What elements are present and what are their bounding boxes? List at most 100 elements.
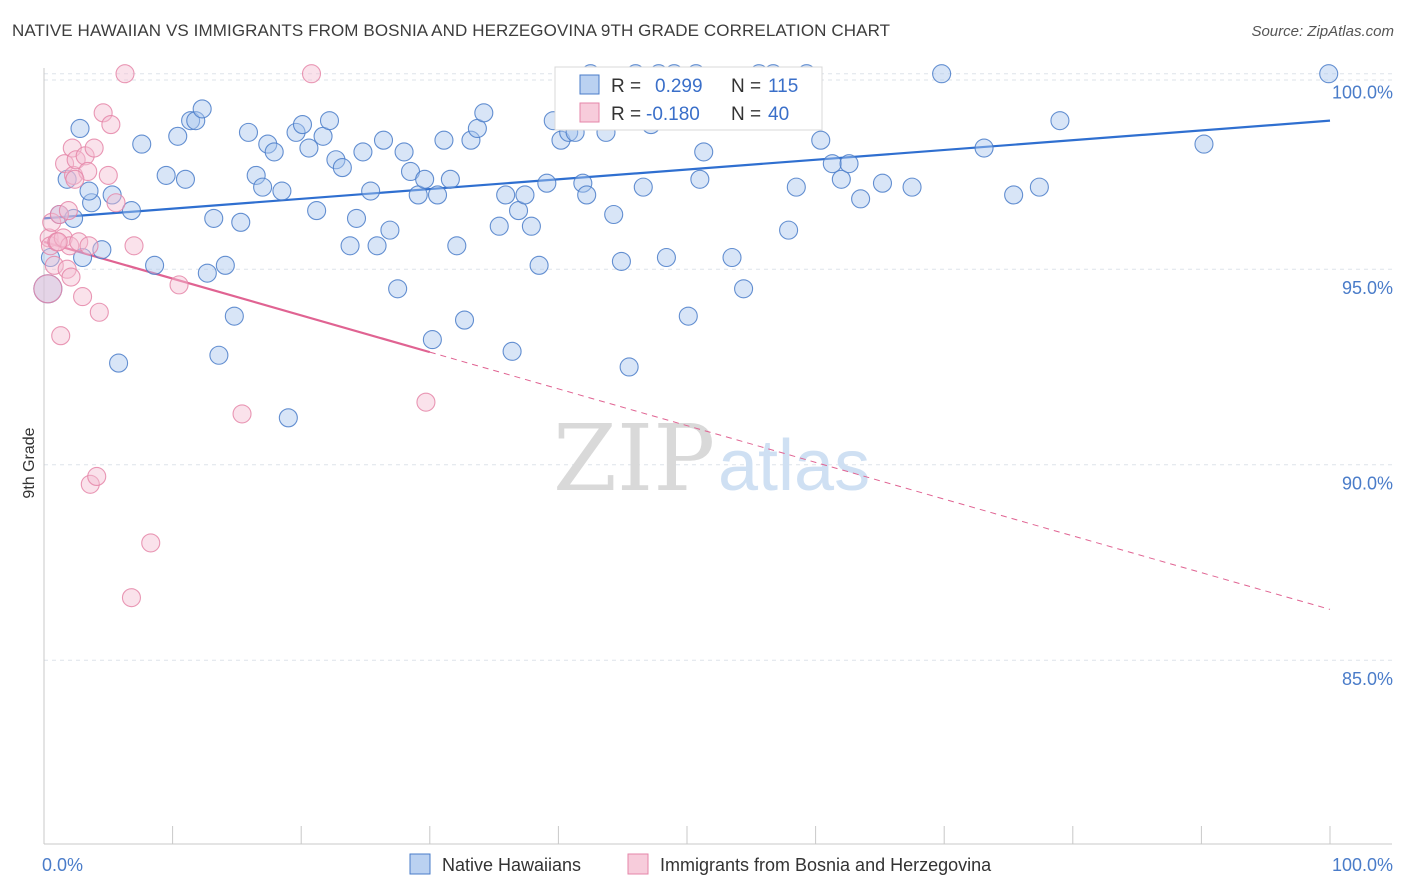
point-native-hawaiians xyxy=(611,251,631,271)
point-immigrants-bosnia xyxy=(42,212,62,232)
point-native-hawaiians xyxy=(73,247,93,268)
legend-swatch-native-hawaiians xyxy=(409,853,431,875)
point-native-hawaiians xyxy=(454,310,475,330)
point-native-hawaiians xyxy=(722,247,742,268)
stats-blue-r-value: 0.299 xyxy=(655,76,703,97)
point-native-hawaiians xyxy=(132,134,152,154)
point-native-hawaiians xyxy=(1194,134,1214,154)
chart-title: NATIVE HAWAIIAN VS IMMIGRANTS FROM BOSNI… xyxy=(12,21,891,40)
point-native-hawaiians xyxy=(79,181,99,201)
point-native-hawaiians xyxy=(694,142,714,162)
point-native-hawaiians xyxy=(353,142,373,162)
point-native-hawaiians xyxy=(307,201,327,221)
chart-source: Source: ZipAtlas.com xyxy=(1251,23,1394,40)
point-native-hawaiians xyxy=(474,103,494,123)
point-immigrants-bosnia xyxy=(121,588,141,608)
watermark-atlas: atlas xyxy=(718,426,870,506)
x-tick-label: 100.0% xyxy=(1332,855,1393,875)
stats-pink-n-value: 40 xyxy=(768,104,789,125)
point-native-hawaiians xyxy=(215,255,235,275)
point-native-hawaiians xyxy=(82,193,102,213)
point-native-hawaiians xyxy=(831,169,851,189)
y-tick-label: 95.0% xyxy=(1342,278,1393,298)
grid-lines xyxy=(44,73,1392,661)
point-immigrants-bosnia xyxy=(87,466,107,487)
point-immigrants-bosnia xyxy=(416,392,436,412)
point-native-hawaiians xyxy=(373,130,394,150)
point-native-hawaiians xyxy=(272,181,292,201)
point-native-hawaiians xyxy=(851,189,871,209)
point-immigrants-bosnia xyxy=(106,193,126,213)
trend-line-immigrants-bosnia xyxy=(43,240,431,354)
point-immigrants-bosnia xyxy=(33,274,63,304)
point-native-hawaiians xyxy=(231,212,251,232)
point-immigrants-bosnia xyxy=(61,267,81,287)
stats-blue-n-label: N = xyxy=(731,76,761,97)
trend-line-immigrants-bosnia-dashed xyxy=(429,351,1331,610)
point-native-hawaiians xyxy=(264,142,284,162)
point-native-hawaiians xyxy=(246,165,266,185)
point-native-hawaiians xyxy=(502,341,522,361)
stats-pink-n-label: N = xyxy=(731,104,761,125)
point-native-hawaiians xyxy=(1004,185,1024,205)
point-native-hawaiians xyxy=(156,165,176,185)
legend-label-immigrants-bosnia: Immigrants from Bosnia and Herzegovina xyxy=(660,855,992,875)
axes xyxy=(43,68,1392,845)
point-native-hawaiians xyxy=(872,173,893,193)
point-native-hawaiians xyxy=(822,154,842,174)
point-native-hawaiians xyxy=(537,173,557,193)
point-native-hawaiians xyxy=(332,158,352,178)
point-immigrants-bosnia xyxy=(115,64,135,84)
point-native-hawaiians xyxy=(1319,64,1339,84)
point-native-hawaiians xyxy=(380,220,400,240)
point-native-hawaiians xyxy=(92,240,112,260)
point-native-hawaiians xyxy=(388,279,408,299)
point-native-hawaiians xyxy=(361,181,381,201)
point-native-hawaiians xyxy=(253,177,273,197)
point-native-hawaiians xyxy=(434,130,454,150)
y-axis-label: 9th Grade xyxy=(21,427,38,498)
watermark-zip: ZIP xyxy=(553,405,715,512)
y-tick-label: 90.0% xyxy=(1342,474,1393,494)
point-native-hawaiians xyxy=(515,185,535,205)
point-native-hawaiians xyxy=(902,177,922,197)
point-immigrants-bosnia xyxy=(141,533,161,553)
stats-swatch-blue xyxy=(579,74,600,95)
point-native-hawaiians xyxy=(346,208,367,228)
point-native-hawaiians xyxy=(734,279,754,299)
point-native-hawaiians xyxy=(204,208,224,228)
point-native-hawaiians xyxy=(319,111,340,131)
stats-blue-n-value: 115 xyxy=(768,76,798,97)
x-tick-label: 0.0% xyxy=(42,855,83,875)
point-native-hawaiians xyxy=(604,204,624,225)
point-immigrants-bosnia xyxy=(98,165,118,185)
point-native-hawaiians xyxy=(489,216,509,236)
point-native-hawaiians xyxy=(278,408,298,428)
y-tick-label: 85.0% xyxy=(1342,669,1393,689)
point-native-hawaiians xyxy=(422,330,442,350)
point-native-hawaiians xyxy=(496,185,516,205)
point-immigrants-bosnia xyxy=(53,228,73,248)
point-native-hawaiians xyxy=(326,150,346,170)
point-native-hawaiians xyxy=(573,173,593,193)
point-immigrants-bosnia xyxy=(73,287,93,307)
stats-blue-r-label: R = xyxy=(611,76,641,97)
point-native-hawaiians xyxy=(577,185,597,205)
point-immigrants-bosnia xyxy=(101,115,121,135)
point-native-hawaiians xyxy=(690,169,710,189)
point-native-hawaiians xyxy=(529,255,549,275)
point-immigrants-bosnia xyxy=(89,302,109,322)
point-native-hawaiians xyxy=(186,111,206,131)
points-immigrants-bosnia xyxy=(33,64,436,608)
point-native-hawaiians xyxy=(932,64,952,84)
point-native-hawaiians xyxy=(811,130,831,150)
point-native-hawaiians xyxy=(238,122,259,142)
legend: Native Hawaiians Immigrants from Bosnia … xyxy=(409,853,992,875)
point-native-hawaiians xyxy=(1050,111,1070,131)
trend-lines xyxy=(43,119,1331,610)
point-native-hawaiians xyxy=(974,138,994,158)
point-native-hawaiians xyxy=(168,126,188,146)
point-native-hawaiians xyxy=(209,345,229,365)
point-immigrants-bosnia xyxy=(84,138,104,158)
point-immigrants-bosnia xyxy=(44,255,64,275)
